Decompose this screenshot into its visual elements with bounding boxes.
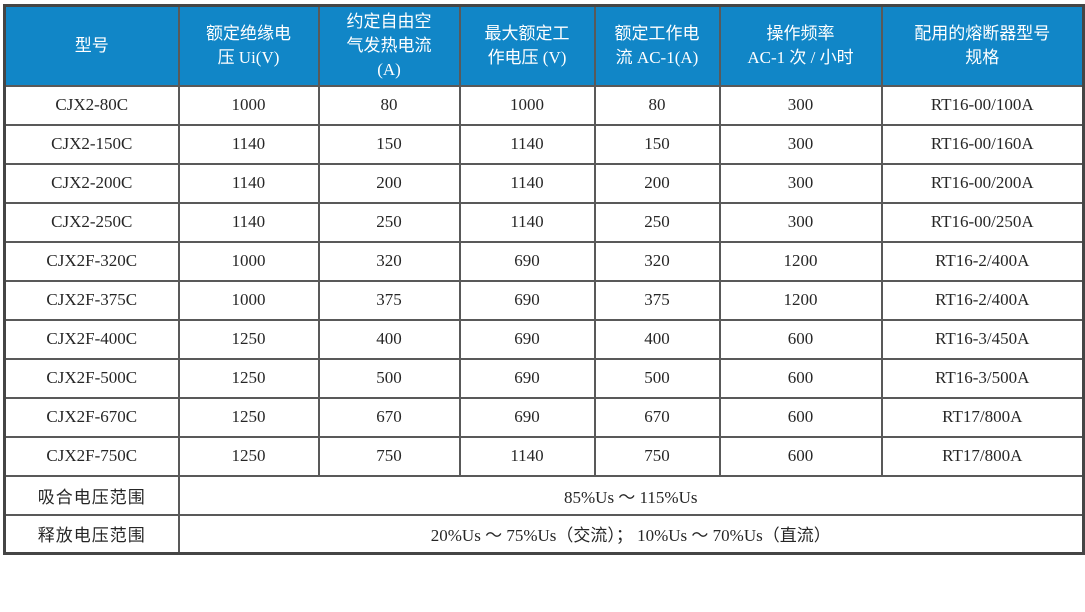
value-cell: 1250 xyxy=(177,396,320,438)
value-cell: RT16-3/450A xyxy=(880,318,1085,360)
value-cell: 1140 xyxy=(458,162,596,204)
value-cell: RT16-00/200A xyxy=(880,162,1085,204)
footer-value-release-voltage: 20%Us ～ 75%Us（交流）； 10%Us ～ 70%Us（直流） xyxy=(177,513,1085,555)
table-row: CJX2F-320C 1000 320 690 320 1200 RT16-2/… xyxy=(3,240,1085,282)
value-cell: 150 xyxy=(593,123,721,165)
value-cell: 80 xyxy=(593,84,721,126)
value-cell: 1000 xyxy=(458,84,596,126)
value-cell: 400 xyxy=(317,318,461,360)
value-cell: RT16-2/400A xyxy=(880,279,1085,321)
column-header-insulation-voltage: 额定绝缘电 压 Ui(V) xyxy=(177,4,320,87)
value-cell: 1140 xyxy=(177,162,320,204)
value-cell: 1000 xyxy=(177,279,320,321)
value-cell: 300 xyxy=(718,201,883,243)
footer-label-release-voltage: 释放电压范围 xyxy=(3,513,180,555)
model-cell: CJX2F-670C xyxy=(3,396,180,438)
value-cell: 1200 xyxy=(718,240,883,282)
model-cell: CJX2-250C xyxy=(3,201,180,243)
value-cell: 500 xyxy=(593,357,721,399)
value-cell: 80 xyxy=(317,84,461,126)
value-cell: 690 xyxy=(458,396,596,438)
footer-value-pickup-voltage: 85%Us ～ 115%Us xyxy=(177,474,1085,516)
value-cell: RT16-00/100A xyxy=(880,84,1085,126)
value-cell: 320 xyxy=(593,240,721,282)
model-cell: CJX2F-375C xyxy=(3,279,180,321)
column-header-operating-frequency: 操作频率 AC-1 次 / 小时 xyxy=(718,4,883,87)
table-row: CJX2F-375C 1000 375 690 375 1200 RT16-2/… xyxy=(3,279,1085,321)
column-header-working-current: 额定工作电 流 AC-1(A) xyxy=(593,4,721,87)
value-cell: 600 xyxy=(718,396,883,438)
value-cell: 200 xyxy=(317,162,461,204)
value-cell: 600 xyxy=(718,357,883,399)
value-cell: 1000 xyxy=(177,84,320,126)
model-cell: CJX2-200C xyxy=(3,162,180,204)
value-cell: 1140 xyxy=(177,123,320,165)
value-cell: 690 xyxy=(458,240,596,282)
value-cell: 300 xyxy=(718,84,883,126)
value-cell: 375 xyxy=(593,279,721,321)
value-cell: 300 xyxy=(718,123,883,165)
value-cell: RT17/800A xyxy=(880,435,1085,477)
model-cell: CJX2-150C xyxy=(3,123,180,165)
value-cell: 750 xyxy=(317,435,461,477)
footer-row-pickup-voltage: 吸合电压范围 85%Us ～ 115%Us xyxy=(3,474,1085,516)
value-cell: 1250 xyxy=(177,435,320,477)
table-row: CJX2-250C 1140 250 1140 250 300 RT16-00/… xyxy=(3,201,1085,243)
header-row: 型号 额定绝缘电 压 Ui(V) 约定自由空 气发热电流 (A) 最大额定工 作… xyxy=(3,4,1085,87)
value-cell: 1140 xyxy=(458,123,596,165)
value-cell: 375 xyxy=(317,279,461,321)
table-row: CJX2F-500C 1250 500 690 500 600 RT16-3/5… xyxy=(3,357,1085,399)
value-cell: 1140 xyxy=(458,201,596,243)
value-cell: 1140 xyxy=(458,435,596,477)
column-header-model: 型号 xyxy=(3,4,180,87)
table-row: CJX2-80C 1000 80 1000 80 300 RT16-00/100… xyxy=(3,84,1085,126)
value-cell: 250 xyxy=(593,201,721,243)
value-cell: 690 xyxy=(458,279,596,321)
value-cell: 400 xyxy=(593,318,721,360)
table-row: CJX2-200C 1140 200 1140 200 300 RT16-00/… xyxy=(3,162,1085,204)
value-cell: 670 xyxy=(593,396,721,438)
column-header-thermal-current: 约定自由空 气发热电流 (A) xyxy=(317,4,461,87)
table-row: CJX2-150C 1140 150 1140 150 300 RT16-00/… xyxy=(3,123,1085,165)
value-cell: 250 xyxy=(317,201,461,243)
footer-label-pickup-voltage: 吸合电压范围 xyxy=(3,474,180,516)
value-cell: RT17/800A xyxy=(880,396,1085,438)
value-cell: RT16-00/250A xyxy=(880,201,1085,243)
table-row: CJX2F-670C 1250 670 690 670 600 RT17/800… xyxy=(3,396,1085,438)
model-cell: CJX2F-320C xyxy=(3,240,180,282)
value-cell: 1250 xyxy=(177,357,320,399)
table-row: CJX2F-400C 1250 400 690 400 600 RT16-3/4… xyxy=(3,318,1085,360)
value-cell: 320 xyxy=(317,240,461,282)
model-cell: CJX2F-500C xyxy=(3,357,180,399)
model-cell: CJX2F-750C xyxy=(3,435,180,477)
table-row: CJX2F-750C 1250 750 1140 750 600 RT17/80… xyxy=(3,435,1085,477)
value-cell: 670 xyxy=(317,396,461,438)
value-cell: 1250 xyxy=(177,318,320,360)
value-cell: RT16-2/400A xyxy=(880,240,1085,282)
value-cell: 690 xyxy=(458,318,596,360)
value-cell: 300 xyxy=(718,162,883,204)
value-cell: 750 xyxy=(593,435,721,477)
value-cell: 690 xyxy=(458,357,596,399)
footer-row-release-voltage: 释放电压范围 20%Us ～ 75%Us（交流）； 10%Us ～ 70%Us（… xyxy=(3,513,1085,555)
value-cell: RT16-00/160A xyxy=(880,123,1085,165)
value-cell: 500 xyxy=(317,357,461,399)
model-cell: CJX2-80C xyxy=(3,84,180,126)
value-cell: 600 xyxy=(718,435,883,477)
contactor-spec-table: 型号 额定绝缘电 压 Ui(V) 约定自由空 气发热电流 (A) 最大额定工 作… xyxy=(3,4,1085,555)
value-cell: 1000 xyxy=(177,240,320,282)
model-cell: CJX2F-400C xyxy=(3,318,180,360)
value-cell: RT16-3/500A xyxy=(880,357,1085,399)
value-cell: 200 xyxy=(593,162,721,204)
value-cell: 1200 xyxy=(718,279,883,321)
value-cell: 600 xyxy=(718,318,883,360)
column-header-max-working-voltage: 最大额定工 作电压 (V) xyxy=(458,4,596,87)
value-cell: 150 xyxy=(317,123,461,165)
column-header-fuse-spec: 配用的熔断器型号 规格 xyxy=(880,4,1085,87)
value-cell: 1140 xyxy=(177,201,320,243)
